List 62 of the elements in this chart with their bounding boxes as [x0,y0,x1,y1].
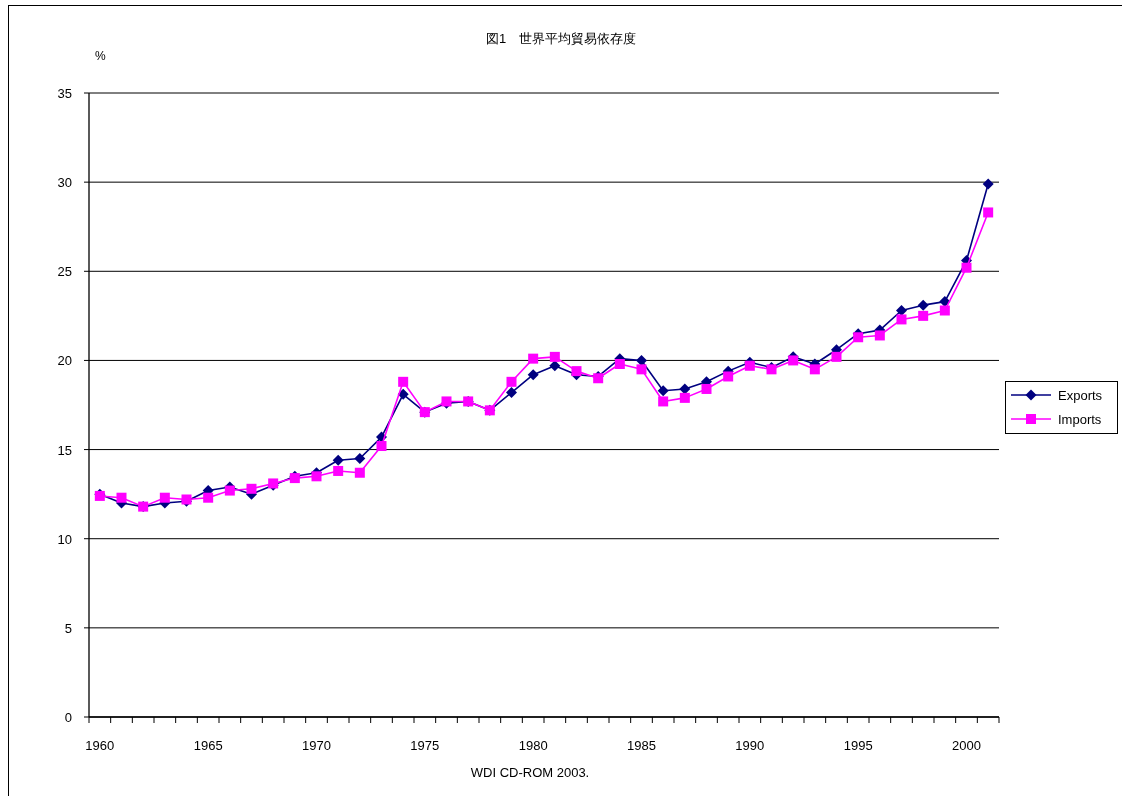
x-tick-label: 1995 [843,738,873,753]
x-tick-label: 1980 [518,738,548,753]
x-tick-label: 1970 [302,738,331,753]
point [203,492,214,503]
x-tick-label: 1965 [193,738,223,753]
point [853,332,864,343]
legend-label: Imports [1058,412,1102,427]
y-tick-label: 20 [57,353,72,369]
point [874,330,885,341]
point [506,376,517,387]
y-tick-label: 10 [57,531,72,547]
point [354,467,365,478]
point [701,383,712,394]
point [398,376,409,387]
point [224,485,235,496]
point [527,369,539,381]
point [831,351,842,362]
y-tick-label: 5 [64,620,72,636]
y-tick-label: 30 [57,175,72,191]
point [549,351,560,362]
point [376,441,387,452]
point [788,355,799,366]
point [658,396,669,407]
point [636,364,647,375]
point [354,452,366,464]
point [311,471,322,482]
y-tick-label: 0 [64,710,72,725]
point [333,465,344,476]
x-tick-label: 2000 [952,738,981,753]
x-tick-label: 1960 [85,738,115,753]
y-axis-title: % [95,49,106,63]
point [506,387,517,399]
point [571,366,582,377]
point [116,492,127,503]
x-tick-label: 1975 [410,738,440,753]
y-tick-label: 35 [57,86,72,101]
point [246,483,257,494]
chart-title: 図1 世界平均貿易依存度 [485,31,637,46]
point [896,314,907,325]
point [983,207,994,218]
point [657,385,669,397]
point [939,305,950,316]
y-tick-label: 15 [57,442,72,458]
point [723,371,734,382]
x-tick-label: 1985 [627,738,656,753]
point [636,354,647,366]
point [917,299,929,311]
point [332,454,344,466]
point [809,364,820,375]
point [918,310,929,321]
point [528,353,539,364]
x-tick-label: 1990 [735,738,765,753]
point [549,360,561,372]
point [614,358,625,369]
point [744,360,755,371]
point [961,262,972,273]
y-tick-label: 25 [57,264,72,280]
point [159,492,170,503]
point [679,392,690,403]
text: WDI CD-ROM 2003. [470,765,590,780]
point [982,178,994,190]
legend-label: Exports [1058,388,1103,403]
